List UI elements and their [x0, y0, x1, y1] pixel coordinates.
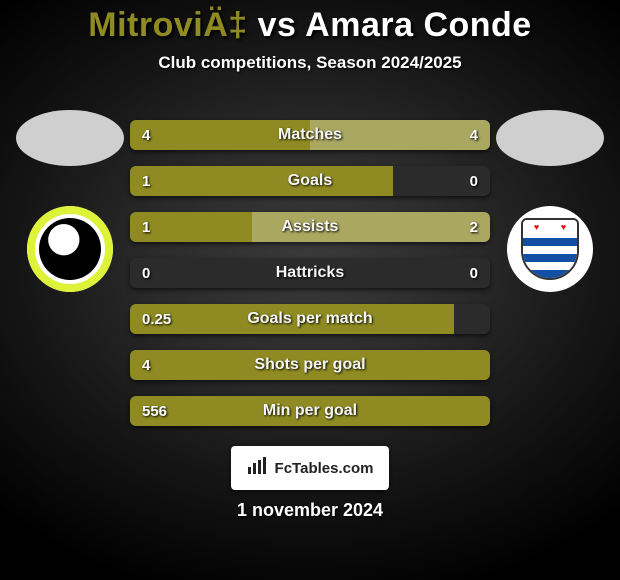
stat-label: Min per goal — [130, 396, 490, 426]
club-badge-left-ball — [39, 218, 101, 280]
stat-bar: 00Hattricks — [130, 258, 490, 288]
stat-bar: 556Min per goal — [130, 396, 490, 426]
title-player-left: MitroviÄ‡ — [88, 6, 247, 44]
player-avatar-left — [16, 110, 124, 166]
stat-label: Matches — [130, 120, 490, 150]
club-badge-right-hearts: ♥♥ — [523, 222, 577, 234]
right-side: ♥♥ — [490, 110, 610, 292]
stat-label: Hattricks — [130, 258, 490, 288]
date-text: 1 november 2024 — [0, 500, 620, 521]
stat-label: Goals per match — [130, 304, 490, 334]
title-player-right: Amara Conde — [305, 6, 532, 44]
stat-bar: 4Shots per goal — [130, 350, 490, 380]
brand-rest: Tables.com — [292, 460, 373, 477]
stat-label: Goals — [130, 166, 490, 196]
stat-bar: 12Assists — [130, 212, 490, 242]
club-badge-right-shield: ♥♥ — [521, 218, 579, 280]
stat-bars: 44Matches 10Goals 12Assists 00Hattricks 0.25… — [130, 110, 490, 426]
stat-label: Shots per goal — [130, 350, 490, 380]
page-title: MitroviÄ‡ vs Amara Conde — [0, 0, 620, 45]
title-vs: vs — [248, 6, 305, 44]
club-badge-right: ♥♥ — [507, 206, 593, 292]
comparison-panel: 44Matches 10Goals 12Assists 00Hattricks 0.25… — [0, 110, 620, 426]
club-badge-left — [27, 206, 113, 292]
stat-bar: 10Goals — [130, 166, 490, 196]
brand-text: FcTables.com — [275, 460, 374, 477]
subtitle: Club competitions, Season 2024/2025 — [0, 53, 620, 73]
brand-chart-icon — [247, 457, 269, 479]
brand-box: FcTables.com — [231, 446, 389, 490]
page: MitroviÄ‡ vs Amara Conde Club competitio… — [0, 0, 620, 580]
stat-bar: 44Matches — [130, 120, 490, 150]
stat-label: Assists — [130, 212, 490, 242]
player-avatar-right — [496, 110, 604, 166]
stat-bar: 0.25Goals per match — [130, 304, 490, 334]
brand-fc: Fc — [275, 460, 293, 477]
club-badge-right-stripes — [523, 234, 577, 278]
left-side — [10, 110, 130, 292]
